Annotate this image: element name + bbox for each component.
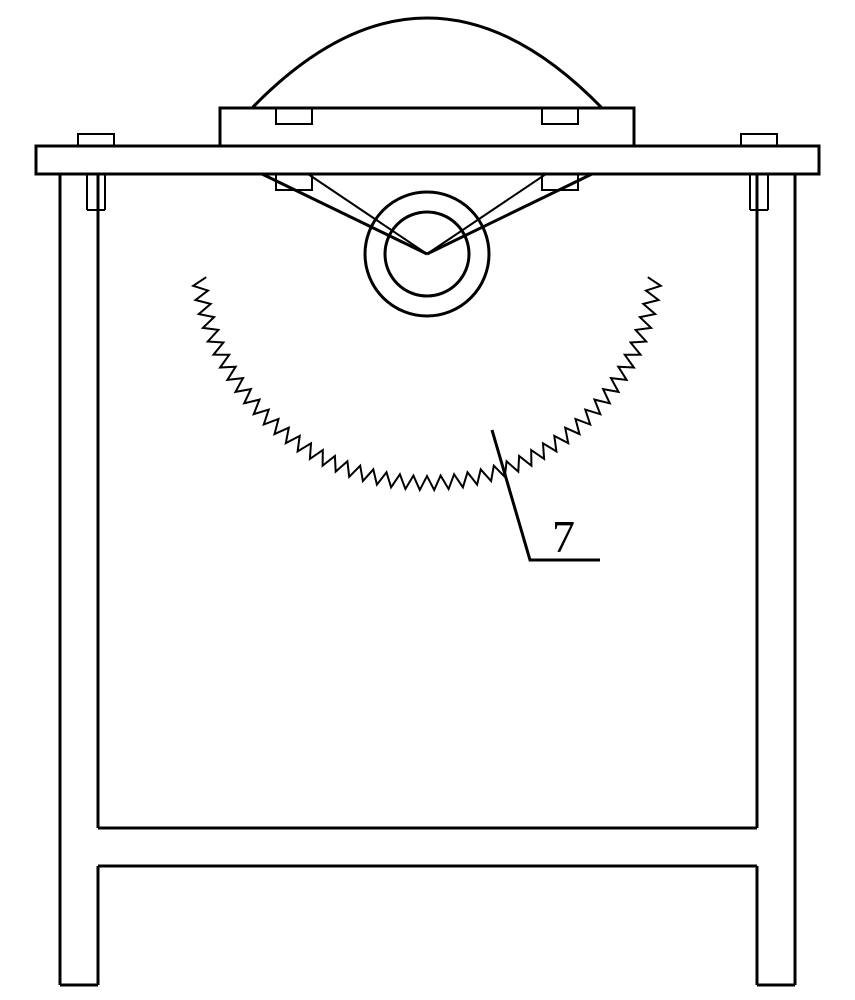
- hanger-right-outer: [427, 174, 592, 254]
- bolt-head-0: [78, 134, 114, 146]
- saw-blade-teeth: [193, 277, 661, 490]
- hanger-left-outer: [262, 174, 427, 254]
- callout-label: 7: [552, 511, 575, 562]
- bolt-head-1: [741, 134, 777, 146]
- cover-tab-0: [276, 108, 312, 124]
- callout-leader: [492, 430, 600, 560]
- cover-tab-1: [542, 108, 578, 124]
- dome: [252, 18, 602, 108]
- diagram-root: 7: [0, 0, 855, 1000]
- table-top: [36, 146, 819, 174]
- cover-plate: [220, 108, 634, 146]
